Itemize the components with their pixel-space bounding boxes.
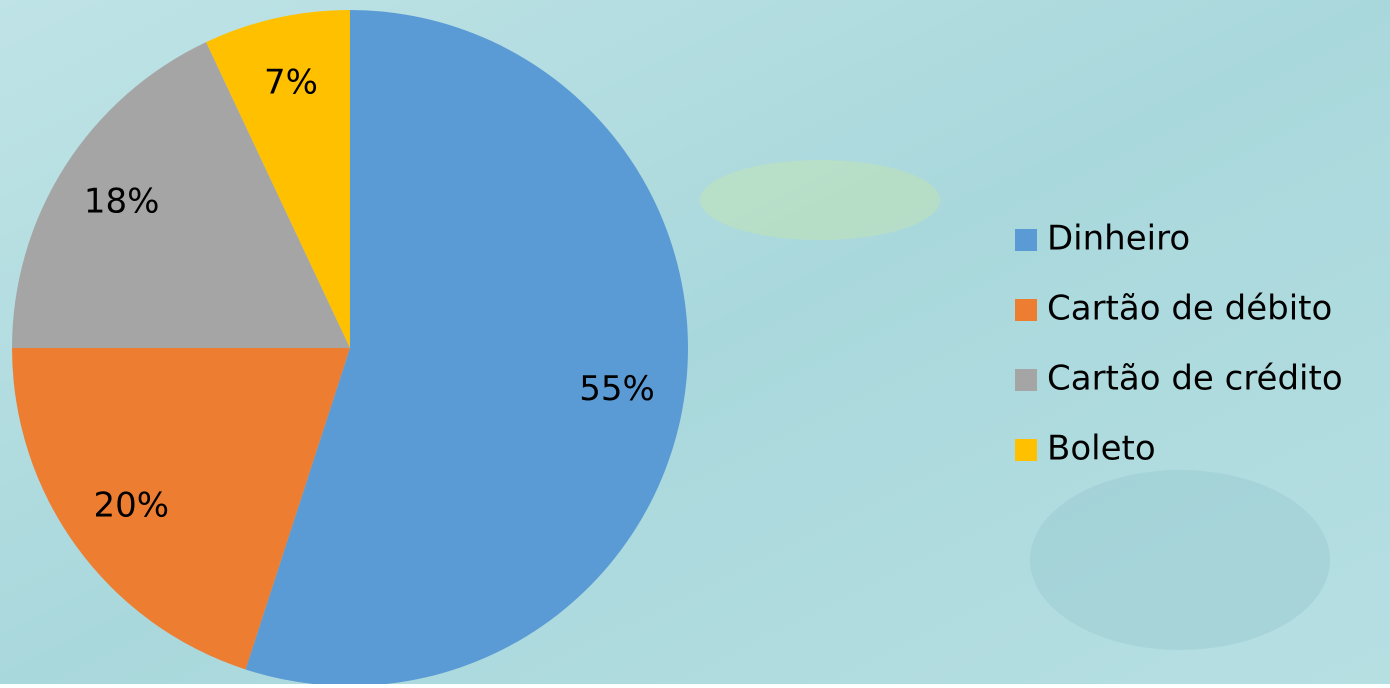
data-label: 18% <box>84 182 160 222</box>
pie-slice <box>12 42 350 348</box>
background-blur <box>700 160 940 240</box>
legend-label: Cartão de débito <box>1047 289 1332 329</box>
pie-slice <box>12 348 350 670</box>
legend-label: Cartão de crédito <box>1047 359 1343 399</box>
legend-swatch <box>1015 229 1037 251</box>
background-blur <box>1030 470 1330 650</box>
pie-slice <box>245 10 689 686</box>
legend-swatch <box>1015 439 1037 461</box>
data-label: 20% <box>93 485 169 525</box>
legend-swatch <box>1015 369 1037 391</box>
legend-label: Dinheiro <box>1047 219 1190 259</box>
data-label: 7% <box>264 63 318 103</box>
pie-slice <box>206 10 350 348</box>
legend-swatch <box>1015 299 1037 321</box>
data-label: 55% <box>579 369 655 409</box>
legend-label: Boleto <box>1047 429 1156 469</box>
